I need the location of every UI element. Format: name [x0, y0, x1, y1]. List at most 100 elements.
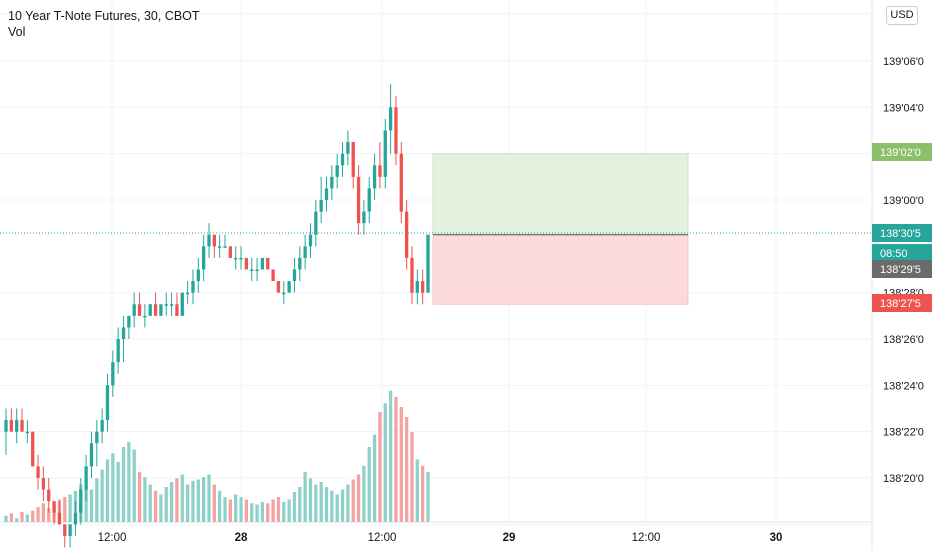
candle-body[interactable] [372, 165, 377, 189]
volume-bar [159, 494, 163, 522]
candle-body[interactable] [153, 304, 158, 316]
candle-body[interactable] [180, 292, 184, 316]
candle-body[interactable] [41, 478, 46, 490]
volume-bar [25, 514, 30, 522]
candle-body[interactable] [410, 257, 414, 293]
candle-body[interactable] [52, 501, 56, 513]
candle-body[interactable] [143, 315, 147, 318]
volume-bar [271, 499, 275, 522]
chart-header: 10 Year T-Note Futures, 30, CBOT Vol [8, 9, 200, 40]
candle-body[interactable] [244, 257, 249, 270]
candle-body[interactable] [319, 200, 323, 212]
candle-body[interactable] [421, 281, 425, 293]
volume-bar [153, 490, 158, 522]
candle-body[interactable] [100, 420, 104, 432]
volume-bar [367, 447, 371, 522]
candle-body[interactable] [25, 431, 30, 434]
candle-body[interactable] [89, 443, 94, 467]
candle-body[interactable] [303, 246, 307, 258]
candle-body[interactable] [298, 257, 302, 270]
candle-body[interactable] [330, 176, 334, 189]
candle-body[interactable] [324, 188, 329, 200]
candle-body[interactable] [201, 246, 206, 270]
volume-bar [351, 479, 355, 522]
candle-body[interactable] [335, 165, 339, 177]
candle-body[interactable] [223, 246, 227, 248]
candle-body[interactable] [148, 304, 152, 316]
candle-body[interactable] [415, 281, 419, 293]
candle-body[interactable] [63, 524, 67, 536]
stop-zone[interactable] [432, 234, 689, 305]
candle-body[interactable] [116, 339, 120, 363]
candle-body[interactable] [207, 234, 211, 247]
volume-bar [383, 403, 387, 522]
candle-body[interactable] [79, 489, 83, 513]
candle-body[interactable] [276, 281, 281, 293]
candle-body[interactable] [169, 304, 174, 306]
candle-body[interactable] [212, 234, 216, 247]
candle-body[interactable] [121, 327, 126, 339]
candle-body[interactable] [218, 246, 222, 248]
candle-body[interactable] [378, 165, 382, 177]
candle-body[interactable] [367, 188, 371, 212]
candle-body[interactable] [394, 107, 398, 154]
candle-body[interactable] [111, 362, 115, 386]
symbol-title[interactable]: 10 Year T-Note Futures, 30, CBOT [8, 9, 200, 23]
candle-body[interactable] [15, 420, 19, 432]
candle-body[interactable] [308, 234, 313, 247]
candle-body[interactable] [36, 466, 40, 478]
candle-body[interactable] [31, 431, 35, 467]
candle-body[interactable] [84, 466, 88, 490]
candle-body[interactable] [388, 107, 393, 131]
candle-body[interactable] [68, 524, 72, 536]
candle-body[interactable] [255, 269, 259, 272]
candle-body[interactable] [9, 420, 13, 432]
candle-body[interactable] [159, 304, 163, 316]
candle-body[interactable] [287, 281, 291, 293]
candle-body[interactable] [20, 420, 24, 432]
candle-body[interactable] [271, 269, 275, 282]
volume-bar [239, 497, 243, 522]
candle-body[interactable] [383, 130, 387, 177]
candle-body[interactable] [175, 304, 179, 316]
volume-indicator-label[interactable]: Vol [8, 25, 26, 39]
candle-body[interactable] [185, 292, 190, 295]
candle-body[interactable] [4, 420, 8, 432]
candle-body[interactable] [266, 257, 270, 270]
candle-body[interactable] [356, 176, 361, 224]
candle-body[interactable] [260, 257, 265, 270]
candle-body[interactable] [351, 142, 355, 177]
candle-body[interactable] [314, 211, 318, 235]
candle-body[interactable] [196, 269, 200, 282]
candle-body[interactable] [404, 211, 409, 258]
candle-body[interactable] [137, 304, 142, 316]
candle-body[interactable] [132, 304, 136, 316]
candle-body[interactable] [191, 281, 195, 293]
candle-body[interactable] [399, 153, 403, 212]
candle-body[interactable] [127, 315, 131, 328]
candle-body[interactable] [340, 153, 345, 166]
volume-bar [196, 479, 200, 522]
candle-body[interactable] [239, 257, 243, 260]
candle-body[interactable] [47, 489, 51, 502]
candle-body[interactable] [362, 211, 366, 224]
candle-body[interactable] [95, 431, 99, 444]
volume-bar [15, 518, 19, 522]
candle-body[interactable] [346, 142, 350, 154]
candle-body[interactable] [57, 512, 62, 525]
countdown-label: 08:50 [880, 248, 908, 260]
candle-body[interactable] [164, 304, 168, 306]
volume-bar [31, 510, 35, 522]
candle-body[interactable] [282, 292, 286, 295]
candle-body[interactable] [105, 385, 110, 421]
target-zone[interactable] [432, 153, 689, 236]
candle-body[interactable] [73, 512, 78, 525]
candle-body[interactable] [292, 269, 297, 282]
candle-body[interactable] [234, 257, 238, 260]
candle-body[interactable] [250, 269, 254, 272]
currency-button[interactable]: USD [886, 6, 918, 25]
candle-body[interactable] [426, 234, 430, 293]
candle-body[interactable] [228, 246, 233, 258]
